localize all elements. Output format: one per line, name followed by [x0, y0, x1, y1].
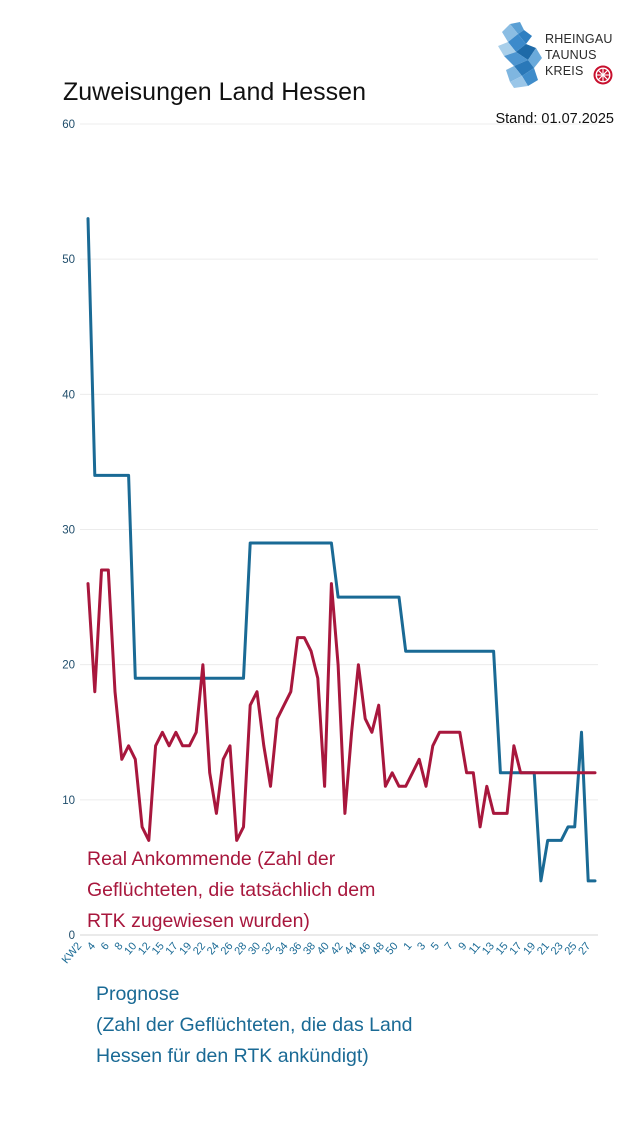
y-tick-label: 0	[69, 930, 75, 942]
series-label-line: Hessen für den RTK ankündigt)	[96, 1045, 369, 1067]
x-tick-label: 4	[85, 940, 98, 952]
grid-lines	[80, 123, 598, 936]
rheingau-taunus-kreis-logo: RHEINGAU TAUNUS KREIS	[498, 20, 618, 90]
series-label-real-ankommende: Real Ankommende (Zahl der Geflüchteten, …	[87, 844, 375, 937]
series-label-line: RTK zugewiesen wurden)	[87, 910, 310, 932]
x-tick-label: 6	[99, 940, 112, 952]
series-label-line: (Zahl der Geflüchteten, die das Land	[96, 1014, 413, 1036]
chart-title: Zuweisungen Land Hessen	[63, 78, 366, 106]
x-axis-ticks: KW2 4 6 81012151719222426283032343638404244…	[60, 940, 594, 966]
series-lines	[86, 217, 597, 883]
x-tick-label: 5	[429, 940, 442, 952]
series-line-real-ankommende	[86, 568, 597, 842]
chart-subtitle: Stand: 01.07.2025	[495, 111, 614, 127]
logo-line-taunus: TAUNUS	[545, 48, 597, 62]
x-tick-label: 1	[401, 940, 414, 952]
wheel-emblem-icon	[593, 65, 613, 85]
y-tick-label: 60	[62, 119, 75, 131]
x-tick-label: 27	[576, 940, 593, 957]
y-tick-label: 50	[62, 254, 75, 266]
y-axis-ticks: 0 10 20 30 40 50 60	[62, 119, 75, 942]
series-label-line: Real Ankommende (Zahl der	[87, 848, 336, 870]
x-tick-label: 3	[415, 940, 428, 952]
series-line-prognose	[86, 217, 597, 883]
y-tick-label: 40	[62, 389, 75, 401]
series-label-prognose: Prognose (Zahl der Geflüchteten, die das…	[96, 979, 413, 1072]
y-tick-label: 20	[62, 660, 75, 672]
x-tick-label: KW2	[60, 940, 85, 966]
series-label-line: Geflüchteten, die tatsächlich dem	[87, 879, 376, 901]
logo-line-rheingau: RHEINGAU	[545, 32, 613, 46]
y-tick-label: 10	[62, 795, 75, 807]
x-tick-label: 7	[443, 940, 456, 952]
x-tick-label: 50	[384, 940, 401, 957]
lion-icon	[498, 22, 542, 88]
series-label-line: Prognose	[96, 983, 180, 1005]
y-tick-label: 30	[62, 525, 75, 537]
logo-line-kreis: KREIS	[545, 64, 584, 78]
